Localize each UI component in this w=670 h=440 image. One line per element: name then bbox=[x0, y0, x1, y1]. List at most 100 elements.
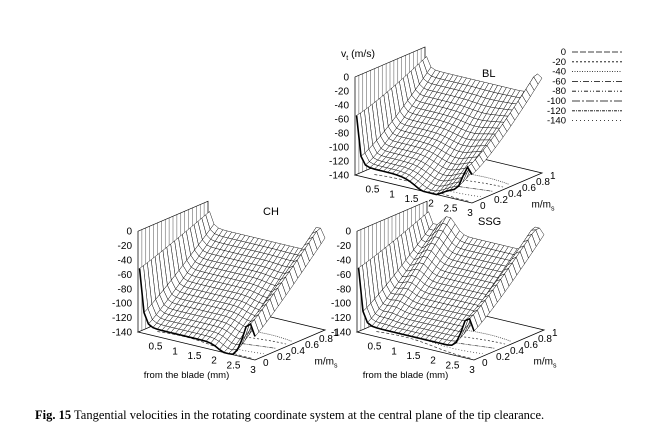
y-axis-label: m/ms bbox=[532, 200, 555, 213]
x-tick-label: 3 bbox=[467, 208, 473, 219]
y-tick-label: 0.4 bbox=[291, 346, 305, 357]
x-tick-label: 2 bbox=[428, 199, 434, 210]
y-tick-label: 1 bbox=[333, 328, 339, 339]
x-tick-label: 0.5 bbox=[366, 185, 380, 196]
contour-line bbox=[376, 331, 472, 359]
y-tick-label: 1 bbox=[550, 171, 556, 182]
y-tick-label: 0.6 bbox=[524, 340, 538, 351]
x-tick-label: 2.5 bbox=[227, 360, 241, 371]
surface-mesh bbox=[139, 211, 326, 355]
z-tick-label: -140 bbox=[112, 328, 132, 339]
z-tick-label: -40 bbox=[335, 101, 350, 112]
z-axis: 0 -20 -40 -60 -80 -100 -120 -140 vt (m/s) bbox=[329, 48, 375, 182]
panel-ssg: 0 -20 -40 -60 -80 -100 -120 -140 0.5 1 1.5 2 2.5 3 fro… bbox=[331, 200, 558, 381]
x-axis: 0.5 1 1.5 2 2.5 3 from the blade (mm) bbox=[144, 342, 256, 381]
y-tick-label: 0.8 bbox=[536, 177, 550, 188]
legend-entry-label: -40 bbox=[552, 67, 566, 78]
x-axis: 0.5 1 1.5 2 2.5 3 bbox=[366, 185, 474, 219]
z-tick-label: 0 bbox=[345, 227, 351, 238]
z-tick-label: -60 bbox=[337, 270, 352, 281]
legend-entry-label: -140 bbox=[547, 116, 566, 127]
z-tick-label: -120 bbox=[331, 313, 351, 324]
panel-label: BL bbox=[482, 68, 495, 80]
surface-mesh bbox=[356, 56, 543, 195]
x-tick-label: 2.5 bbox=[446, 360, 460, 371]
z-tick-label: 0 bbox=[343, 73, 349, 84]
x-tick-label: 1.5 bbox=[407, 351, 421, 362]
surface-front-edge bbox=[357, 267, 475, 347]
z-tick-label: -100 bbox=[112, 299, 132, 310]
z-axis: 0 -20 -40 -60 -80 -100 -120 -140 bbox=[112, 227, 132, 339]
x-axis-label: from the blade (mm) bbox=[363, 370, 449, 381]
x-tick-label: 1 bbox=[172, 346, 178, 357]
z-tick-label: -120 bbox=[112, 313, 132, 324]
y-tick-label: 0.2 bbox=[494, 195, 508, 206]
legend-entry-label: 0 bbox=[561, 47, 566, 58]
contour-line bbox=[157, 331, 253, 359]
z-tick-label: -80 bbox=[337, 284, 352, 295]
legend-entry-label: -100 bbox=[547, 96, 566, 107]
panel-label: CH bbox=[263, 206, 279, 218]
z-tick-label: -80 bbox=[335, 129, 350, 140]
x-axis: 0.5 1 1.5 2 2.5 3 from the blade (mm) bbox=[363, 342, 475, 381]
x-tick-label: 1.5 bbox=[405, 194, 419, 205]
x-tick-label: 1 bbox=[389, 189, 395, 200]
x-tick-label: 0.5 bbox=[149, 342, 163, 353]
x-tick-label: 1 bbox=[391, 346, 397, 357]
z-tick-label: -20 bbox=[118, 241, 133, 252]
legend-entry-label: -60 bbox=[552, 76, 566, 87]
z-tick-label: -20 bbox=[335, 87, 350, 98]
y-tick-label: 0.2 bbox=[496, 352, 510, 363]
x-tick-label: 2.5 bbox=[444, 203, 458, 214]
x-tick-label: 1.5 bbox=[188, 351, 202, 362]
x-tick-label: 2 bbox=[430, 356, 436, 367]
legend-entry-label: -120 bbox=[547, 106, 566, 117]
y-tick-label: 0.4 bbox=[510, 346, 524, 357]
figure-caption: Fig. 15 Tangential velocities in the rot… bbox=[35, 408, 665, 423]
x-tick-label: 3 bbox=[469, 365, 475, 376]
contour-line bbox=[184, 319, 293, 342]
z-axis: 0 -20 -40 -60 -80 -100 -120 -140 bbox=[331, 227, 351, 339]
z-axis-label: vt (m/s) bbox=[341, 48, 375, 62]
y-tick-label: 0.4 bbox=[508, 189, 522, 200]
y-tick-label: 0 bbox=[263, 358, 269, 369]
surface-front-edge bbox=[355, 115, 473, 196]
y-tick-label: 0.8 bbox=[538, 334, 552, 345]
y-tick-label: 0.6 bbox=[305, 340, 319, 351]
y-tick-label: 0 bbox=[482, 358, 488, 369]
z-tick-label: -60 bbox=[335, 115, 350, 126]
y-axis-label: m/ms bbox=[534, 357, 557, 370]
x-tick-label: 0.5 bbox=[368, 342, 382, 353]
y-axis: 0 0.20.40.60.81 m/ms bbox=[480, 171, 556, 213]
z-tick-label: -60 bbox=[118, 270, 133, 281]
surface-front-edge bbox=[138, 268, 256, 356]
panel-bl: 0 -20 -40 -60 -80 -100 -120 -140 vt (m/s) 0.5 1 1.5… bbox=[329, 46, 556, 219]
z-tick-label: -140 bbox=[331, 328, 351, 339]
panel-label: SSG bbox=[478, 216, 501, 228]
y-axis: 0 0.20.40.60.81 m/ms bbox=[482, 328, 558, 370]
y-axis-label: m/ms bbox=[315, 357, 338, 370]
surface-mesh bbox=[358, 211, 545, 346]
panel-ch: 0 -20 -40 -60 -80 -100 -120 -140 0.5 1 1.5 2 2.5 3 fro… bbox=[112, 200, 339, 381]
y-tick-label: 1 bbox=[552, 328, 558, 339]
z-tick-label: -120 bbox=[329, 157, 349, 168]
z-tick-label: -20 bbox=[337, 241, 352, 252]
z-tick-label: -40 bbox=[337, 256, 352, 267]
contour-line bbox=[403, 319, 512, 342]
legend-entry-label: -20 bbox=[552, 57, 566, 68]
contour-legend: 0-20-40-60-80-100-120-140 bbox=[547, 47, 622, 127]
legend-entry-label: -80 bbox=[552, 86, 566, 97]
y-axis: 0 0.20.40.60.81 m/ms bbox=[263, 328, 339, 370]
z-tick-label: -80 bbox=[118, 284, 133, 295]
y-tick-label: 0.2 bbox=[277, 352, 291, 363]
caption-text: Tangential velocities in the rotating co… bbox=[74, 408, 545, 422]
x-tick-label: 3 bbox=[250, 365, 256, 376]
y-tick-label: 0.8 bbox=[319, 334, 333, 345]
z-tick-label: -40 bbox=[118, 256, 133, 267]
caption-label: Fig. 15 bbox=[35, 408, 72, 422]
z-tick-label: -100 bbox=[331, 299, 351, 310]
x-axis-label: from the blade (mm) bbox=[144, 370, 230, 381]
z-tick-label: -100 bbox=[329, 143, 349, 154]
x-tick-label: 2 bbox=[211, 356, 217, 367]
